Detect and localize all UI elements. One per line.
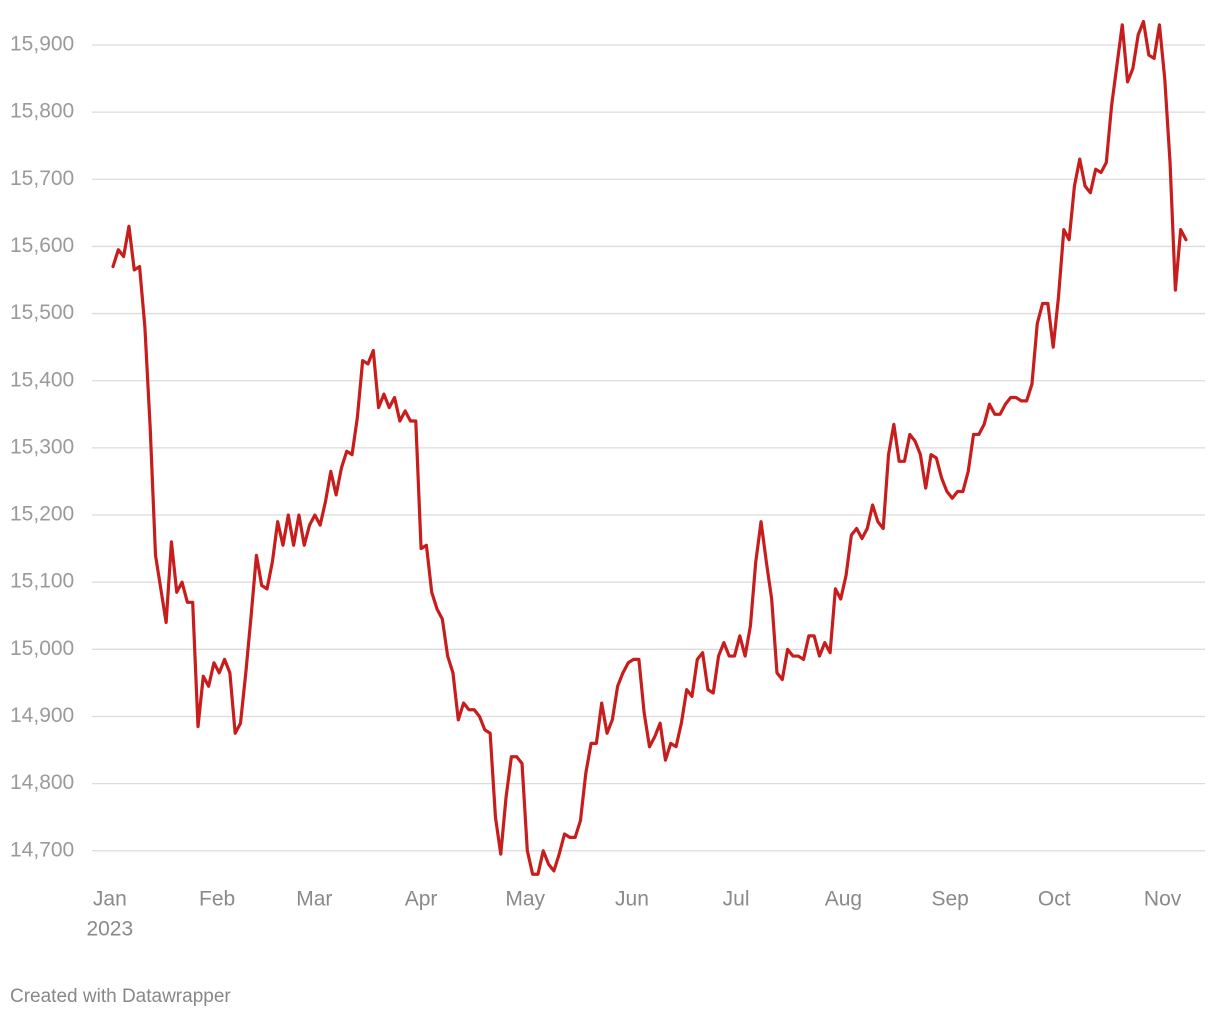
y-tick-label: 15,100 bbox=[10, 570, 74, 593]
x-tick-label: Jun bbox=[615, 888, 649, 911]
y-tick-label: 15,000 bbox=[10, 637, 74, 660]
line-series bbox=[111, 19, 1188, 876]
y-tick-label: 15,800 bbox=[10, 100, 74, 123]
x-tick-sublabel: 2023 bbox=[86, 918, 133, 941]
y-tick-label: 15,500 bbox=[10, 301, 74, 324]
credit: Created with Datawrapper bbox=[10, 986, 231, 1007]
y-tick-label: 14,700 bbox=[10, 838, 74, 861]
x-tick-label: Aug bbox=[825, 888, 862, 911]
y-tick-label: 15,900 bbox=[10, 33, 74, 56]
y-tick-label: 15,400 bbox=[10, 368, 74, 391]
x-tick-label: Apr bbox=[405, 888, 438, 911]
x-tick-label: Mar bbox=[296, 888, 332, 911]
x-tick-label: Oct bbox=[1038, 888, 1071, 911]
x-tick-label: May bbox=[505, 888, 545, 911]
y-tick-label: 14,900 bbox=[10, 704, 74, 727]
y-tick-label: 14,800 bbox=[10, 771, 74, 794]
y-tick-label: 15,200 bbox=[10, 503, 74, 526]
x-tick-label: Jul bbox=[723, 888, 750, 911]
x-tick-label: Jan bbox=[93, 888, 127, 911]
x-tick-label: Sep bbox=[931, 888, 968, 911]
x-tick-label: Nov bbox=[1144, 888, 1182, 911]
y-tick-label: 15,600 bbox=[10, 234, 74, 257]
x-tick-label: Feb bbox=[199, 888, 235, 911]
y-tick-label: 15,700 bbox=[10, 167, 74, 190]
y-tick-label: 15,300 bbox=[10, 435, 74, 458]
